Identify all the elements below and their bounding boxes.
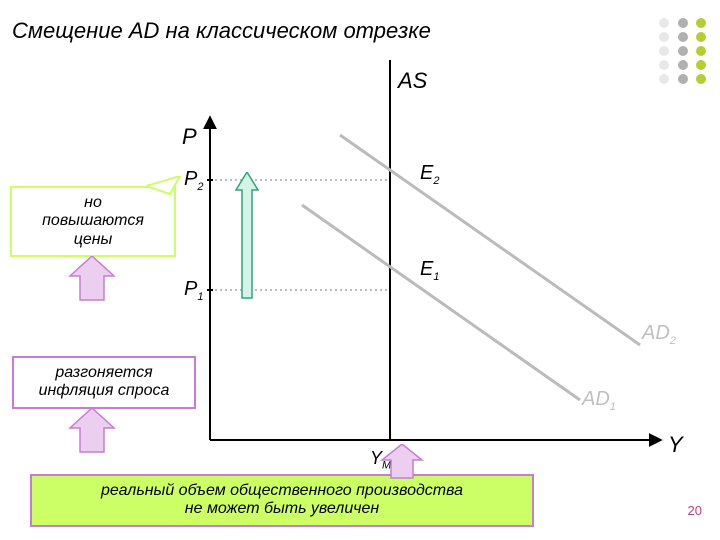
label-p2-base: P <box>184 168 197 190</box>
label-p2-sub: 2 <box>197 181 203 193</box>
label-p1-sub: 1 <box>197 291 203 303</box>
thin-up-arrow <box>232 172 262 302</box>
label-ad2: AD2 <box>642 322 676 347</box>
label-p1-base: P <box>184 278 197 300</box>
label-ad1-sub: 1 <box>610 401 616 413</box>
label-ad1: AD1 <box>582 388 616 413</box>
label-ad2-sub: 2 <box>670 335 676 347</box>
label-ad1-base: AD <box>582 388 610 410</box>
label-e1-sub: 1 <box>433 271 439 283</box>
callout-inflation-text: разгоняетсяинфляция спроса <box>39 364 170 399</box>
label-y: Y <box>668 432 683 458</box>
label-e2: E2 <box>420 162 439 187</box>
label-ad2-base: AD <box>642 322 670 344</box>
label-p: P <box>182 124 197 150</box>
label-p2: P2 <box>184 168 203 193</box>
label-as: AS <box>398 68 427 94</box>
label-e2-sub: 2 <box>433 175 439 187</box>
label-e1: E1 <box>420 258 439 283</box>
callout-prices-rise-text: ноповышаютсяцены <box>42 194 144 248</box>
label-e1-base: E <box>420 258 433 280</box>
block-arrow-top <box>62 256 122 302</box>
block-arrow-mid <box>62 408 122 454</box>
callout-pointer <box>146 176 182 196</box>
callout-output: реальный объем общественного производств… <box>30 474 534 527</box>
callout-prices-rise: ноповышаютсяцены <box>10 186 176 257</box>
block-arrow-bottom <box>376 444 428 480</box>
label-p1: P1 <box>184 278 203 303</box>
label-e2-base: E <box>420 162 433 184</box>
callout-inflation: разгоняетсяинфляция спроса <box>12 356 196 409</box>
slide-number: 20 <box>688 503 702 518</box>
callout-output-text: реальный объем общественного производств… <box>101 482 463 517</box>
